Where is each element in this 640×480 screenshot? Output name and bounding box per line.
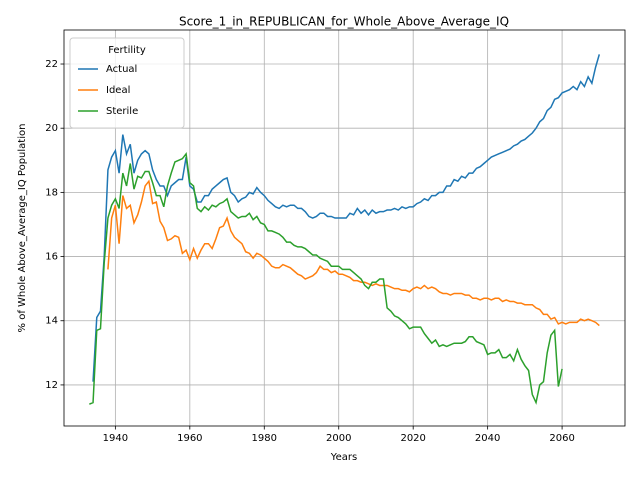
x-tick-label: 2060 (549, 433, 574, 444)
line-series (92, 54, 601, 382)
y-tick-label: 18 (45, 187, 58, 198)
y-tick-label: 20 (45, 123, 58, 134)
legend-label: Ideal (106, 85, 130, 96)
legend-title: Fertility (108, 45, 146, 56)
legend-box (69, 37, 185, 129)
y-tick-label: 12 (45, 380, 58, 391)
y-axis-label: % of Whole Above_Average_IQ Population (17, 124, 28, 333)
x-tick-label: 2000 (326, 433, 351, 444)
plot-frame (63, 29, 626, 427)
chart-title: Score_1_in_REPUBLICAN_for_Whole_Above_Av… (179, 15, 509, 29)
x-tick-label: 1980 (252, 433, 277, 444)
line-series (89, 151, 563, 405)
y-tick-label: 14 (45, 316, 58, 327)
y-tick-label: 22 (45, 59, 58, 70)
x-axis-label: Years (330, 452, 357, 463)
x-tick-label: 2040 (475, 433, 500, 444)
line-series (107, 179, 600, 327)
x-tick-label: 1940 (103, 433, 128, 444)
legend-label: Sterile (106, 106, 138, 117)
x-tick-label: 2020 (400, 433, 425, 444)
legend: Fertility Actual Ideal Sterile (69, 37, 185, 129)
legend-label: Actual (106, 64, 137, 75)
y-tick-label: 16 (45, 252, 58, 263)
x-tick-label: 1960 (177, 433, 202, 444)
